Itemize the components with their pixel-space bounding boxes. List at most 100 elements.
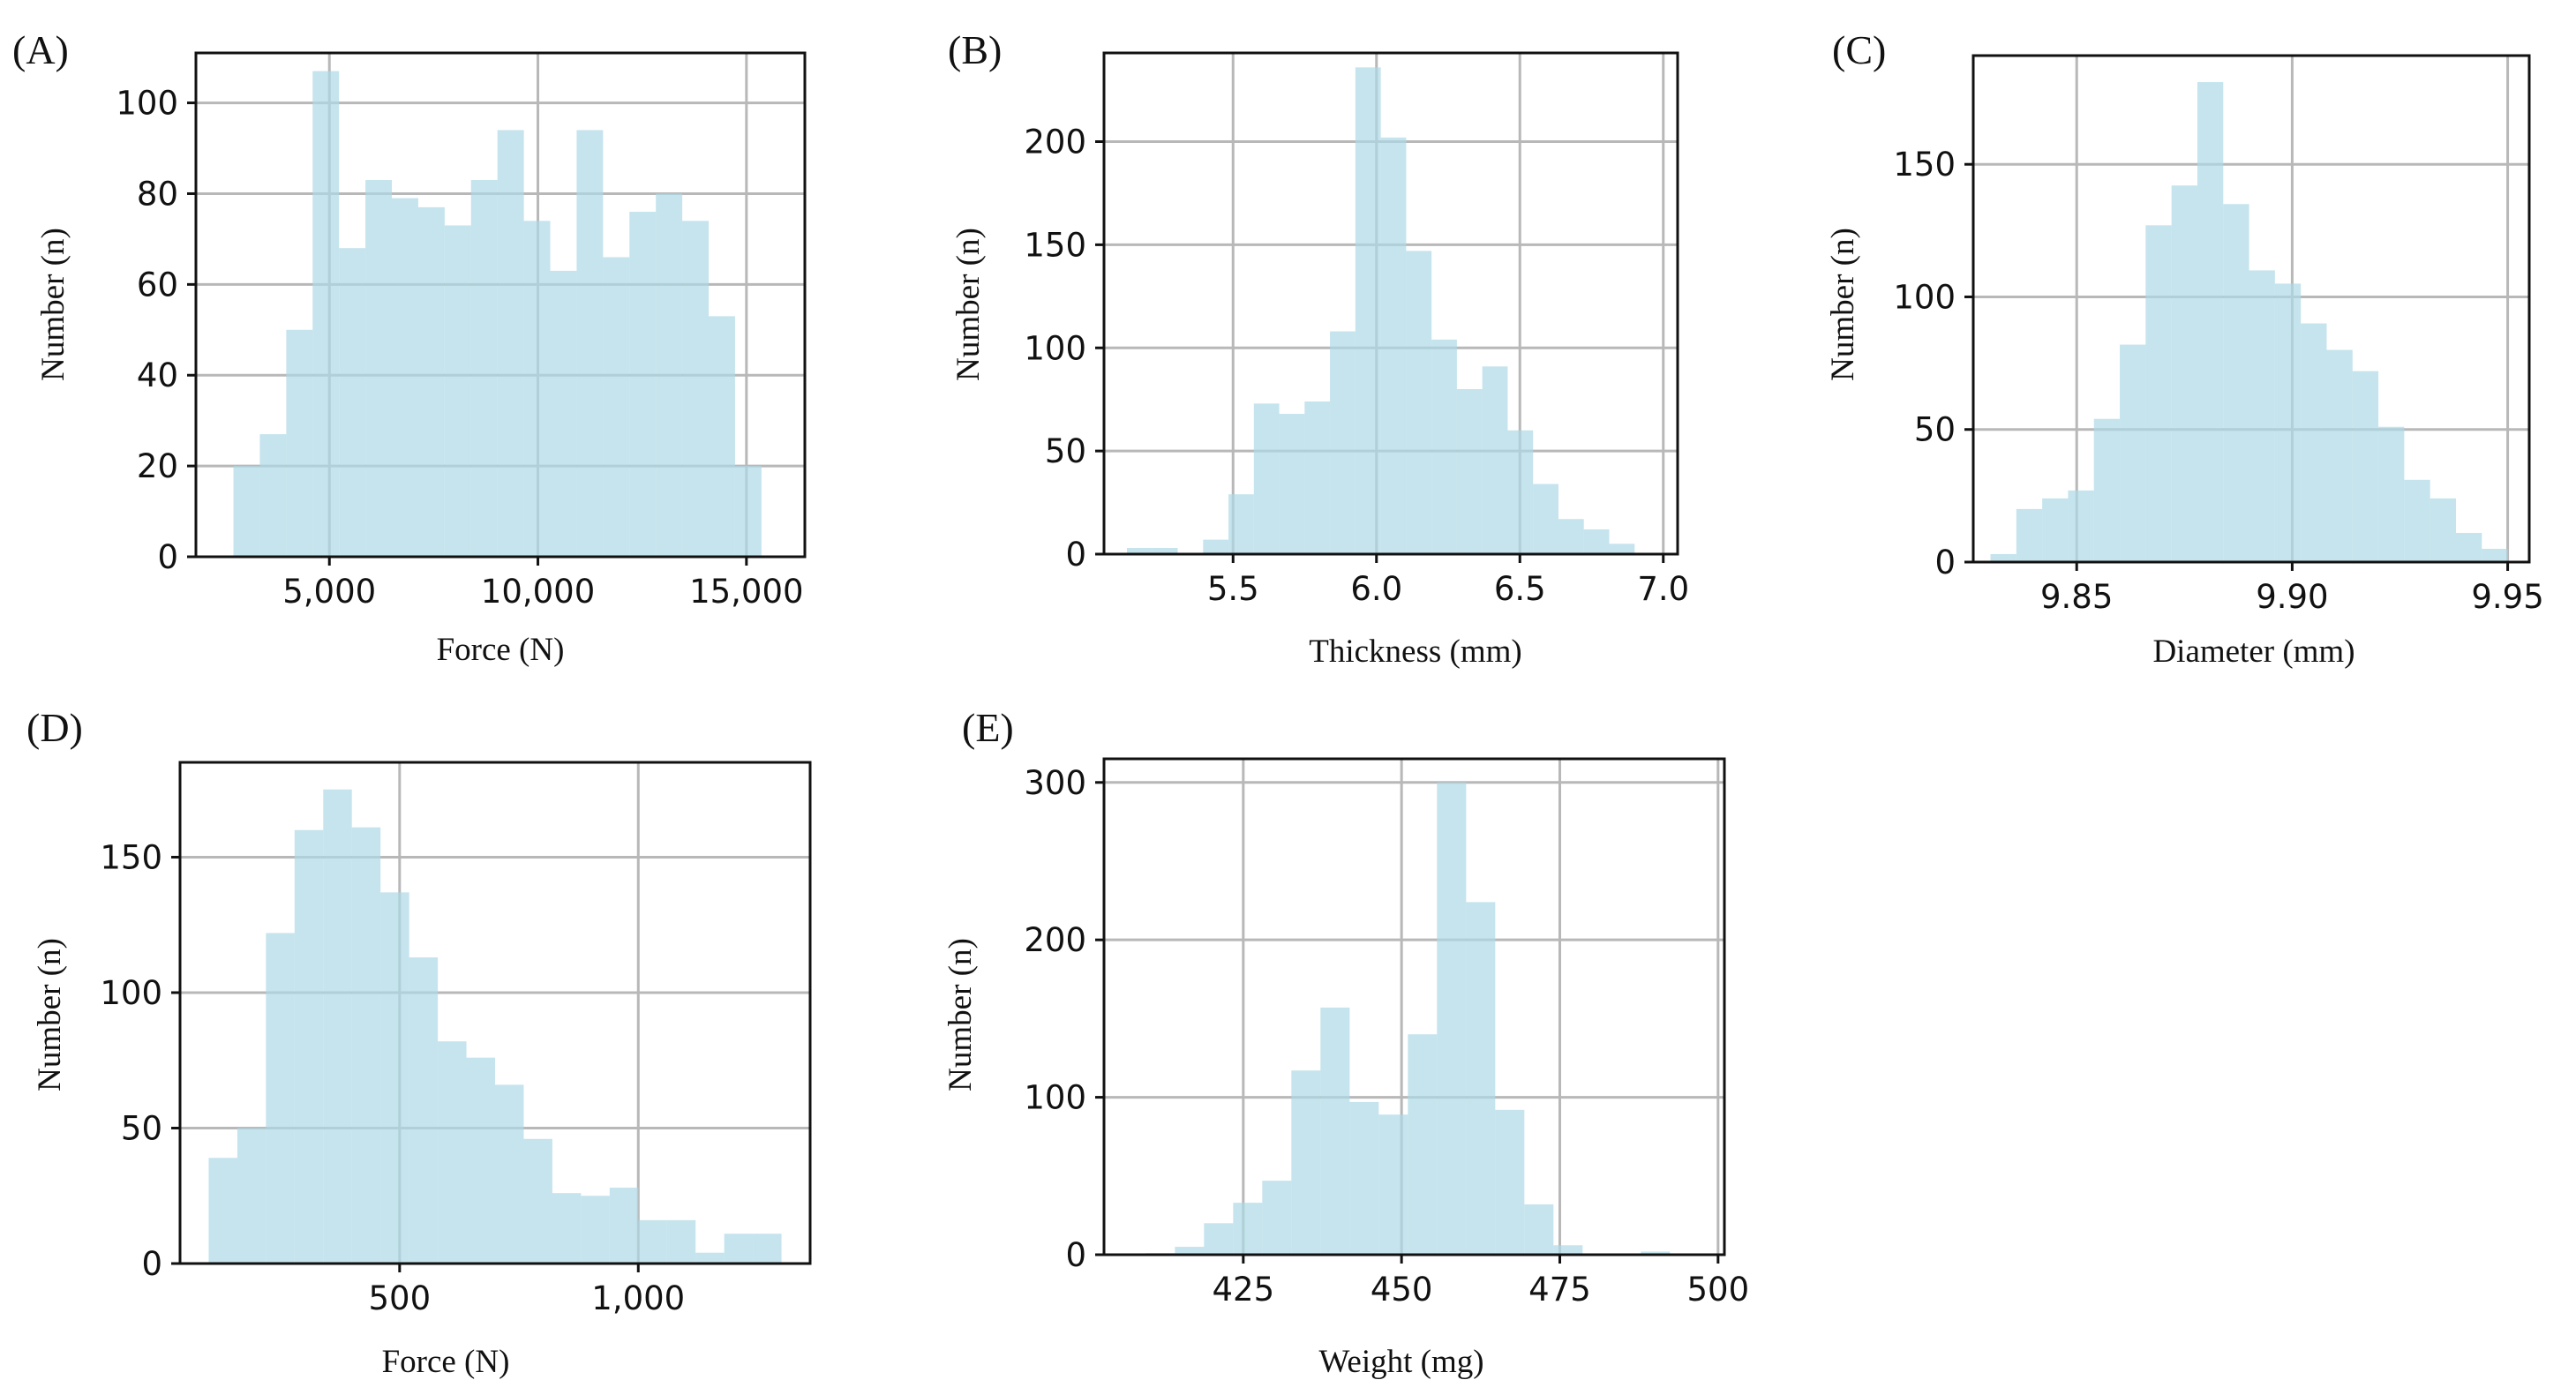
histogram-bar [695,1252,725,1264]
x-tick-label: 10,000 [481,573,595,611]
histogram-bar [1437,782,1467,1255]
histogram-bar [2145,225,2172,562]
y-tick-label: 100 [116,85,178,123]
histogram-bar [682,221,710,558]
histogram-bar [523,221,551,558]
panel-label: (D) [26,705,83,750]
histogram-bar [1203,539,1229,554]
x-axis-title: Thickness (mm) [1309,634,1521,670]
histogram-bar [438,1041,467,1264]
y-tick-label: 150 [1024,226,1086,264]
histogram-bar [550,270,577,557]
histogram-bar [495,1084,524,1264]
histogram-bar [1466,902,1496,1255]
histogram-bar [2016,508,2043,562]
y-axis-title: Number (n) [32,938,68,1091]
histogram-bar [294,829,324,1264]
x-tick-label: 1,000 [591,1279,685,1317]
histogram-bar [1406,251,1432,554]
histogram-bar [724,1234,754,1264]
histogram-bar [2430,498,2456,562]
histogram-bar [666,1219,696,1264]
chart-panel-d: (D) 500 1,000 0 50 100 150 Force (N) Number (n) [26,705,812,1380]
histogram-bar [576,130,604,558]
histogram-bar [1355,67,1381,555]
histogram-bar [1609,544,1635,554]
histogram-bar [552,1193,582,1264]
histogram-bar [2223,204,2249,562]
panel-label: (E) [962,705,1014,750]
histogram-bar [603,257,630,557]
histogram-bar [1262,1181,1292,1255]
y-tick-label: 80 [137,175,178,213]
histogram-bar [2455,532,2482,562]
histogram-bar [1456,389,1483,554]
y-tick-label: 100 [1893,278,1956,316]
histogram-bar [2042,498,2069,562]
histogram-bar [753,1234,782,1264]
histogram-bar [233,466,260,557]
histogram-bar [1408,1034,1438,1255]
histogram-bar [1233,1203,1263,1255]
y-tick-label: 50 [1914,411,1956,449]
y-axis-title: Number (n) [943,938,979,1091]
x-tick-label: 9.85 [2040,578,2113,616]
histogram-bar [392,198,418,557]
histogram-bar [259,434,287,557]
histogram-bar [734,466,762,557]
histogram-bar [1349,1101,1379,1255]
histogram-bar [1378,1114,1408,1255]
histogram-bar [2482,548,2508,562]
histogram-bar [1553,1245,1583,1255]
histogram-bar [1482,366,1508,554]
x-tick-label: 6.0 [1350,570,1402,608]
x-tick-label: 500 [369,1279,432,1317]
histogram-bar [1380,137,1407,554]
y-tick-label: 0 [1934,544,1956,581]
y-tick-label: 50 [121,1109,162,1147]
y-axis-title: Number (n) [1825,228,1861,381]
y-tick-label: 150 [1893,146,1956,184]
histogram-bar [2120,344,2146,562]
y-tick-label: 100 [1024,329,1086,367]
histogram-bar [466,1057,495,1264]
x-axis-title: Force (N) [382,1344,510,1380]
histogram-bar [351,827,381,1264]
chart-panel-b: (B) 5.5 6.0 6.5 7.0 0 50 100 150 200 Thickness (mm… [948,27,1689,670]
plot-frame [1102,51,1679,556]
x-tick-label: 5,000 [282,573,376,611]
x-tick-label: 7.0 [1637,570,1689,608]
histogram-bar [1524,1204,1554,1255]
histogram-bar [656,193,683,557]
histogram-bar [1320,1007,1350,1255]
histogram-bar [1304,401,1331,554]
y-axis-title: Number (n) [35,228,71,381]
histogram-bar [2404,479,2430,562]
y-tick-label: 40 [137,356,178,394]
histogram-bar [1228,494,1254,554]
x-tick-label: 500 [1687,1271,1750,1309]
histogram-bar [1330,331,1356,554]
histogram-bar [497,130,524,558]
histogram-bar [709,316,735,557]
histogram-bar [339,248,366,557]
histogram-bar [237,1128,267,1264]
histogram-bar [1253,403,1280,554]
panel-label: (C) [1832,27,1886,72]
histogram-bar [1990,553,2016,562]
histogram-bar [629,212,657,557]
histogram-bar [417,206,445,558]
histogram-bar [1533,484,1558,554]
histogram-bar [1495,1109,1525,1255]
histogram-bar [365,180,393,557]
histogram-bar [2171,185,2197,563]
histogram-bar [1175,1247,1205,1255]
chart-panel-e: (E) 425 450 475 500 0 100 200 300 Weight (mg) Numb… [943,705,1749,1380]
x-tick-label: 475 [1528,1271,1591,1309]
histogram-bar [1152,547,1178,554]
x-axis-title: Weight (mg) [1318,1344,1483,1380]
plot-frame [1102,757,1726,1256]
histogram-bar [1204,1223,1234,1255]
panel-label: (B) [948,27,1002,72]
